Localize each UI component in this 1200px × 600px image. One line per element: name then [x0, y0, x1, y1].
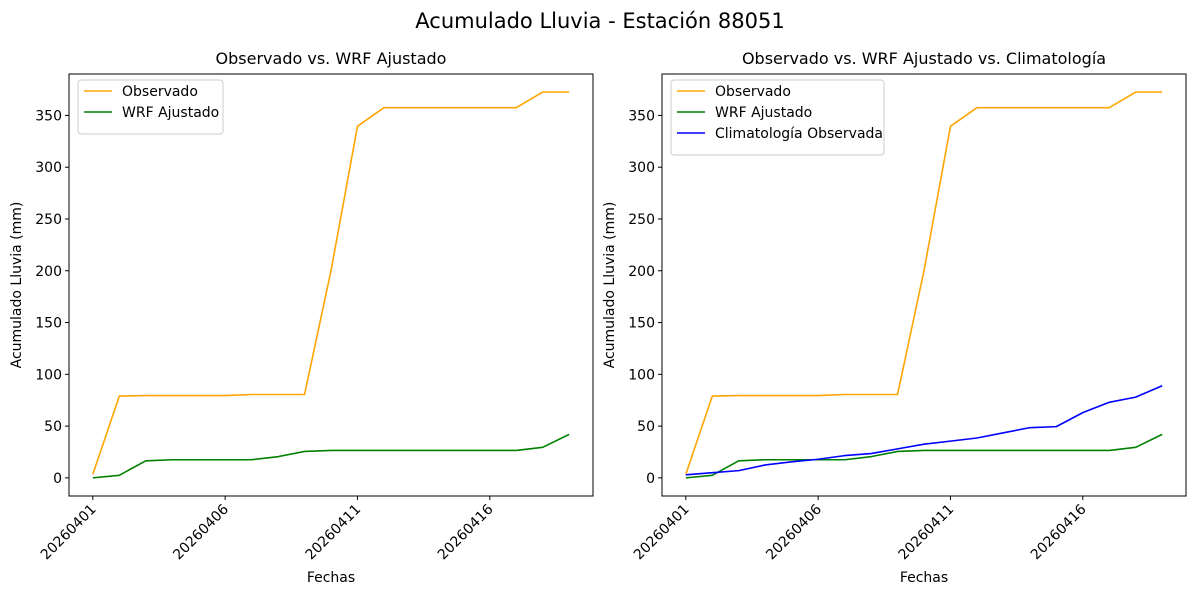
x-tick-label: 20260406 [763, 501, 825, 563]
y-tick-label: 250 [628, 212, 655, 228]
axes-frame [68, 73, 594, 497]
legend-label: Observado [122, 84, 198, 100]
legend-label: Observado [715, 84, 791, 100]
legend: Observado WRF Ajustado Climatología Observ… [670, 79, 885, 156]
legend-label: WRF Ajustado [715, 105, 812, 121]
y-axis-label: Acumulado Lluvia (mm) [602, 202, 618, 369]
y-tick-label: 100 [628, 367, 655, 383]
series-line-climatolog-a-observada [685, 384, 1163, 476]
legend-box [77, 79, 224, 135]
legend-label: Climatología Observada [715, 126, 883, 142]
x-tick-label: 20260401 [38, 502, 100, 564]
series-line-observado [92, 91, 570, 475]
series-line-observado [685, 91, 1163, 475]
series-line-wrf-ajustado [92, 433, 570, 479]
y-axis-ticks: 0 50 100 150 200 250 300 350 [35, 108, 69, 487]
y-tick-label: 250 [35, 212, 62, 228]
axes-frame [661, 73, 1187, 497]
x-tick-label: 20260411 [303, 502, 365, 564]
series-lines [685, 91, 1163, 479]
x-axis-ticks: 20260401 20260406 20260411 20260416 [38, 496, 497, 563]
x-axis-label: Fechas [307, 570, 355, 586]
x-tick-label: 20260416 [1028, 501, 1090, 563]
y-tick-label: 150 [35, 316, 62, 332]
y-tick-label: 350 [628, 108, 655, 124]
chart-panel-right: Observado vs. WRF Ajustado vs. Climatolo… [602, 49, 1187, 586]
x-axis-ticks: 20260401 20260406 20260411 20260416 [631, 496, 1090, 563]
y-tick-label: 200 [35, 264, 62, 280]
x-tick-label: 20260406 [170, 501, 232, 563]
y-axis-ticks: 0 50 100 150 200 250 300 350 [628, 108, 662, 487]
series-line-wrf-ajustado [685, 433, 1163, 479]
x-tick-label: 20260416 [435, 501, 497, 563]
y-tick-label: 350 [35, 108, 62, 124]
legend-label: WRF Ajustado [122, 105, 219, 121]
y-axis-label: Acumulado Lluvia (mm) [9, 202, 25, 369]
y-tick-label: 300 [628, 160, 655, 176]
y-tick-label: 0 [53, 471, 62, 487]
x-axis-label: Fechas [900, 570, 948, 586]
y-tick-label: 300 [35, 160, 62, 176]
series-lines [92, 91, 570, 479]
y-tick-label: 50 [637, 419, 655, 435]
legend-box [670, 79, 885, 156]
legend: Observado WRF Ajustado [77, 79, 224, 135]
y-tick-label: 50 [44, 419, 62, 435]
x-tick-label: 20260411 [896, 502, 958, 564]
y-tick-label: 0 [646, 471, 655, 487]
figure-title: Acumulado Lluvia - Estación 88051 [415, 9, 784, 33]
x-tick-label: 20260401 [631, 502, 693, 564]
chart-title: Observado vs. WRF Ajustado vs. Climatolo… [742, 49, 1106, 68]
y-tick-label: 200 [628, 264, 655, 280]
y-tick-label: 150 [628, 316, 655, 332]
y-tick-label: 100 [35, 367, 62, 383]
chart-title: Observado vs. WRF Ajustado [216, 49, 447, 68]
chart-panel-left: Observado vs. WRF Ajustado 0 50 100 150 200 25… [9, 49, 594, 586]
